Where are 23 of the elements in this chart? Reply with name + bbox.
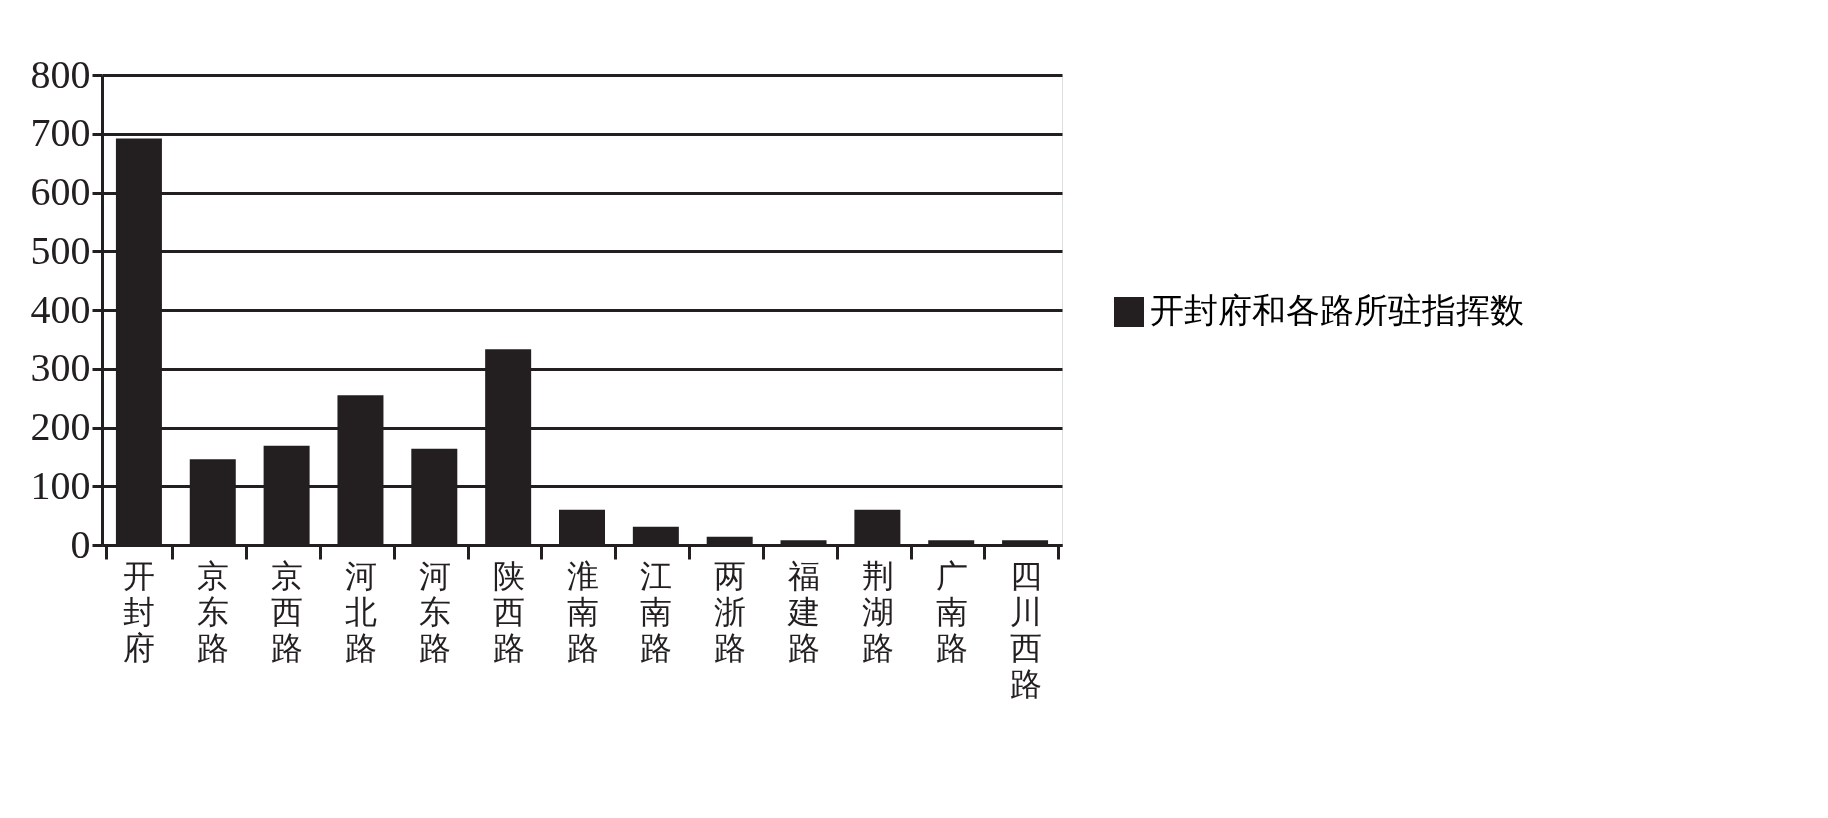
x-tick-label: 江南路 [640, 557, 673, 666]
legend-label: 开封府和各路所驻指挥数 [1150, 292, 1524, 329]
y-tick-label: 400 [30, 286, 91, 332]
x-tick-label: 陕西路 [492, 557, 525, 666]
x-tick-label: 开封府 [123, 557, 156, 666]
x-tick-label: 京西路 [271, 557, 304, 666]
x-tick-label: 四川西路 [1009, 557, 1042, 702]
y-tick-label: 300 [30, 345, 91, 391]
x-tick-label: 荆湖路 [861, 557, 894, 666]
y-tick-label: 100 [30, 462, 91, 508]
x-tick-label: 两浙路 [714, 557, 747, 666]
x-tick-label: 河北路 [344, 557, 377, 666]
y-tick-label: 800 [30, 51, 91, 97]
x-tick-label: 河东路 [418, 557, 451, 666]
y-tick-label: 0 [70, 521, 91, 567]
y-tick-label: 600 [30, 169, 91, 214]
x-tick-label: 京东路 [197, 557, 230, 666]
x-tick-label: 广南路 [935, 557, 968, 666]
y-tick-label: 700 [30, 110, 91, 156]
y-tick-label: 500 [30, 227, 91, 273]
x-tick-label: 福建路 [787, 557, 821, 666]
y-tick-label: 200 [30, 404, 91, 449]
x-tick-label: 淮南路 [566, 557, 599, 666]
